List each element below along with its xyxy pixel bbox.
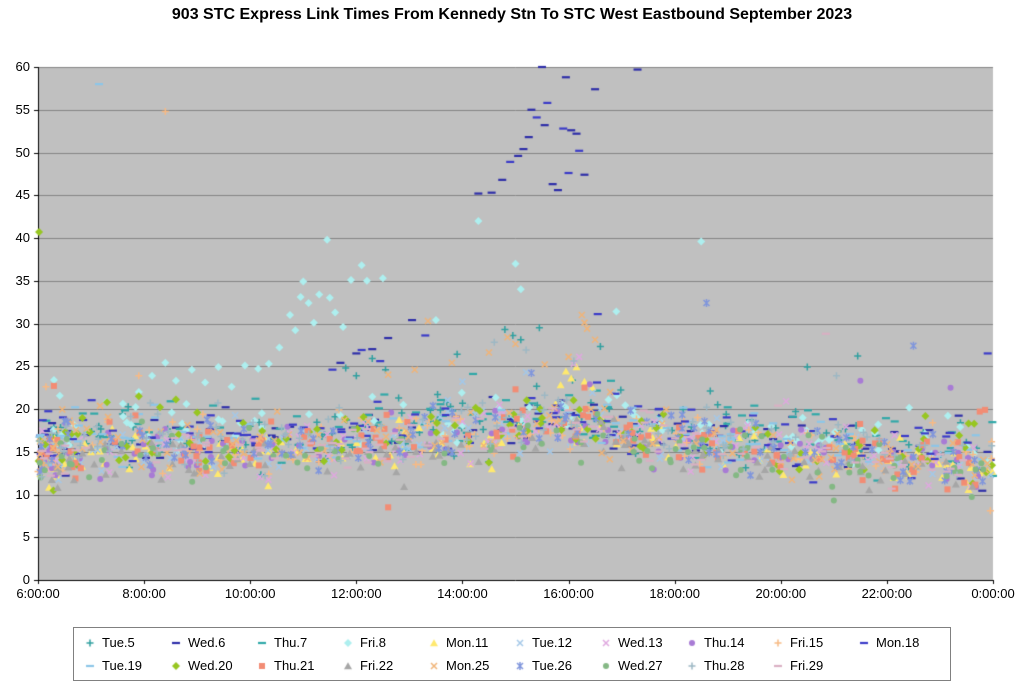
triangle-marker-icon: [426, 636, 442, 649]
y-tick-label: 25: [15, 358, 30, 374]
legend-item-tue12: Tue.12: [512, 632, 598, 653]
square-marker-icon: [254, 659, 270, 672]
diamond-marker-icon: [168, 659, 184, 672]
legend-label: Wed.27: [618, 658, 663, 673]
legend-item-thu28: Thu.28: [684, 655, 770, 676]
y-tick-label: 50: [15, 144, 30, 160]
x-tick-label: 10:00:00: [224, 586, 276, 601]
legend-item-tue5: Tue.5: [82, 632, 168, 653]
legend-item-fri8: Fri.8: [340, 632, 426, 653]
y-tick-label: 5: [22, 529, 30, 545]
dash-marker-icon: [856, 636, 872, 649]
legend-label: Thu.21: [274, 658, 315, 673]
dash-marker-icon: [82, 659, 98, 672]
y-tick-label: 60: [15, 59, 30, 74]
dash-marker-icon: [168, 636, 184, 649]
x-tick-label: 0:00:00: [971, 586, 1015, 601]
legend-label: Fri.22: [360, 658, 394, 673]
plus-marker-icon: [684, 659, 700, 672]
y-tick-label: 55: [15, 101, 30, 117]
legend-item-mon11: Mon.11: [426, 632, 512, 653]
chart-title: 903 STC Express Link Times From Kennedy …: [171, 6, 853, 23]
legend-label: Tue.5: [102, 635, 135, 650]
x-tick-label: 22:00:00: [861, 586, 913, 601]
legend-item-thu7: Thu.7: [254, 632, 340, 653]
star-marker-icon: [512, 659, 528, 672]
legend-item-wed6: Wed.6: [168, 632, 254, 653]
dash-marker-icon: [254, 636, 270, 649]
legend-item-wed27: Wed.27: [598, 655, 684, 676]
legend-label: Wed.13: [618, 635, 663, 650]
legend-item-tue26: Tue.26: [512, 655, 598, 676]
y-tick-label: 45: [15, 187, 30, 203]
y-tick-label: 10: [15, 486, 30, 502]
legend-label: Fri.8: [360, 635, 386, 650]
x-tick-label: 6:00:00: [16, 586, 60, 601]
x-tick-label: 12:00:00: [331, 586, 382, 601]
y-tick-label: 20: [15, 401, 30, 416]
legend-item-fri22: Fri.22: [340, 655, 426, 676]
legend-label: Tue.19: [102, 658, 142, 673]
x-marker-icon: [426, 659, 442, 672]
x-tick-label: 18:00:00: [649, 586, 700, 601]
legend-item-thu14: Thu.14: [684, 632, 770, 653]
triangle-marker-icon: [340, 659, 356, 672]
circle-marker-icon: [598, 659, 614, 672]
diamond-marker-icon: [340, 636, 356, 649]
legend-label: Mon.25: [446, 658, 490, 673]
x-marker-icon: [598, 636, 614, 649]
legend-item-wed20: Wed.20: [168, 655, 254, 676]
legend-item-fri15: Fri.15: [770, 632, 856, 653]
circle-marker-icon: [684, 636, 700, 649]
plus-marker-icon: [82, 636, 98, 649]
y-tick-label: 35: [15, 272, 30, 288]
dash-marker-icon: [770, 659, 786, 672]
legend-label: Thu.28: [704, 658, 745, 673]
y-tick-label: 30: [15, 315, 30, 331]
legend-item-tue19: Tue.19: [82, 655, 168, 676]
legend-label: Wed.6: [188, 635, 226, 650]
legend-label: Wed.20: [188, 658, 233, 673]
x-tick-label: 20:00:00: [755, 586, 807, 601]
legend-label: Fri.15: [790, 635, 824, 650]
legend-label: Fri.29: [790, 658, 824, 673]
legend-label: Thu.14: [704, 635, 745, 650]
legend-item-wed13: Wed.13: [598, 632, 684, 653]
legend-item-thu21: Thu.21: [254, 655, 340, 676]
legend-item-mon18: Mon.18: [856, 632, 942, 653]
legend-label: Tue.12: [532, 635, 572, 650]
legend-label: Mon.11: [446, 635, 489, 650]
legend-item-fri29: Fri.29: [770, 655, 856, 676]
x-tick-label: 8:00:00: [122, 586, 166, 601]
y-tick-label: 15: [15, 443, 30, 459]
y-tick-label: 0: [22, 572, 30, 587]
x-marker-icon: [512, 636, 528, 649]
legend-label: Mon.18: [876, 635, 920, 650]
y-tick-label: 40: [15, 230, 30, 245]
legend-label: Thu.7: [274, 635, 308, 650]
plus-marker-icon: [770, 636, 786, 649]
scatter-plot-canvas: [0, 0, 1024, 620]
x-tick-label: 16:00:00: [543, 586, 594, 601]
chart-legend: Tue.5 Wed.6 Thu.7 Fri.8 Mon.11 Tue.12 Wed.13 Th…: [73, 627, 951, 681]
x-tick-label: 14:00:00: [437, 586, 488, 601]
legend-item-mon25: Mon.25: [426, 655, 512, 676]
legend-label: Tue.26: [532, 658, 572, 673]
